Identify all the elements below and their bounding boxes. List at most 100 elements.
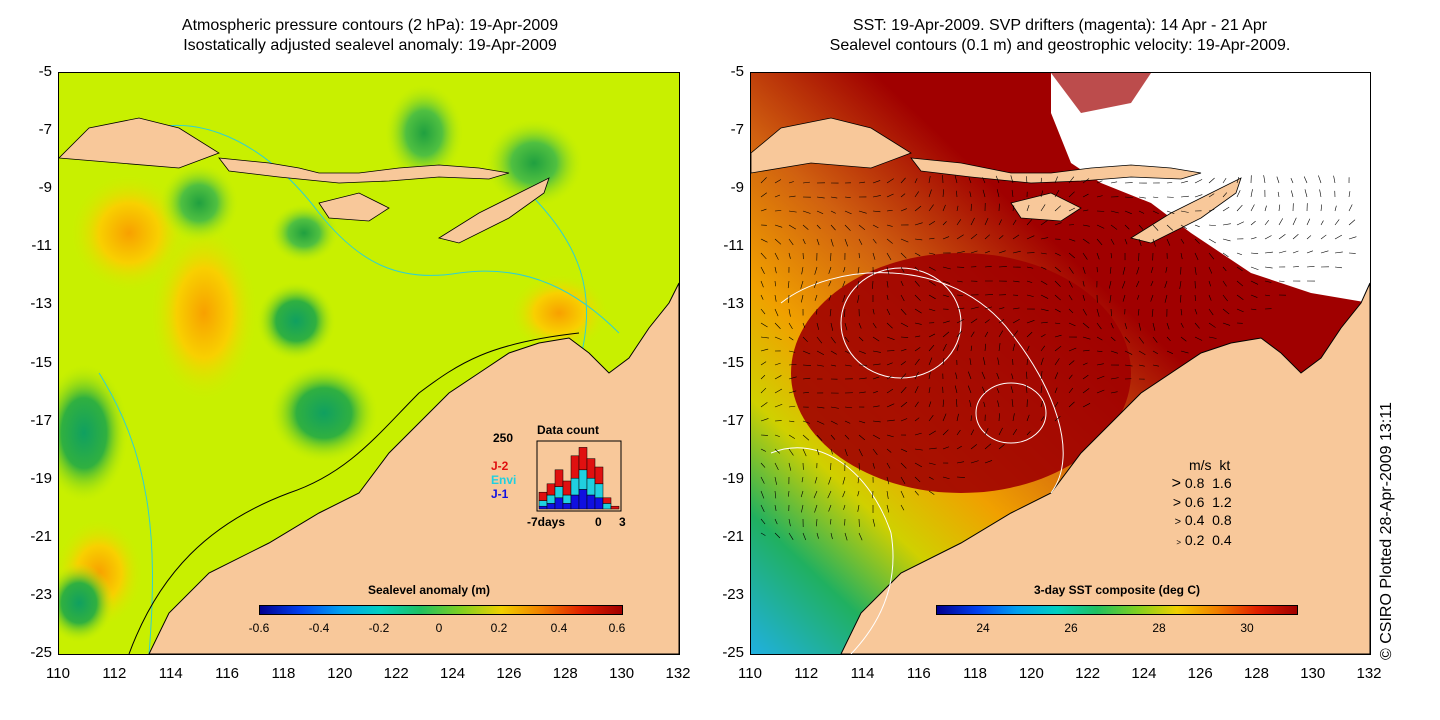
velocity-arrow xyxy=(928,266,936,271)
velocity-arrow xyxy=(1194,224,1200,228)
velocity-arrow xyxy=(1054,358,1060,366)
velocity-arrow xyxy=(1236,294,1244,300)
velocity-arrow xyxy=(814,476,818,484)
sla-high-anomaly xyxy=(509,273,609,353)
land-australia xyxy=(148,282,679,654)
velocity-arrow xyxy=(984,306,993,310)
velocity-arrow xyxy=(1054,401,1059,408)
velocity-arrow xyxy=(928,344,935,352)
lat-tick-label: -7 xyxy=(38,121,52,139)
lon-tick-label: 124 xyxy=(1131,665,1157,682)
velocity-arrow xyxy=(914,462,923,468)
velocity-arrow xyxy=(1082,349,1090,352)
lat-tick-label: -21 xyxy=(722,527,744,545)
velocity-arrow xyxy=(1164,280,1168,288)
velocity-arrow xyxy=(1040,416,1045,422)
lon-tick-label: 122 xyxy=(1075,665,1101,682)
velocity-arrow xyxy=(996,388,1000,394)
velocity-arrow xyxy=(1194,294,1197,301)
velocity-arrow xyxy=(802,350,811,355)
velocity-arrow xyxy=(858,181,866,184)
velocity-arrow xyxy=(1110,238,1115,245)
velocity-arrow xyxy=(998,266,1007,268)
sla-tick: -0.2 xyxy=(368,621,390,635)
velocity-arrow xyxy=(774,462,779,470)
velocity-arrow xyxy=(886,280,889,288)
velocity-arrow xyxy=(1124,350,1133,355)
velocity-arrow xyxy=(886,504,890,513)
velocity-arrow xyxy=(872,252,876,260)
velocity-arrow xyxy=(942,413,947,422)
velocity-arrow xyxy=(1054,322,1061,325)
velocity-arrow xyxy=(1277,191,1280,198)
velocity-arrow xyxy=(900,193,906,198)
velocity-arrow xyxy=(830,448,833,455)
velocity-arrow xyxy=(844,210,852,215)
velocity-arrow xyxy=(984,250,990,254)
velocity-arrow xyxy=(1166,336,1171,342)
velocity-arrow xyxy=(998,319,1005,324)
velocity-arrow xyxy=(914,490,919,496)
isobath-contour xyxy=(128,332,580,654)
velocity-arrow xyxy=(997,357,1000,366)
velocity-arrow xyxy=(969,191,972,198)
right-title-line2: Sealevel contours (0.1 m) and geostrophi… xyxy=(829,37,1291,54)
velocity-arrow xyxy=(1306,265,1315,268)
velocity-arrow xyxy=(802,210,811,214)
velocity-arrow xyxy=(1012,250,1021,254)
velocity-arrow xyxy=(900,238,909,243)
velocity-arrow xyxy=(801,476,804,483)
velocity-arrow xyxy=(1236,266,1243,272)
lon-tick-label: 122 xyxy=(383,665,409,682)
lat-tick-label: -7 xyxy=(730,121,744,139)
velocity-arrow xyxy=(774,403,783,408)
pressure-contour xyxy=(528,192,588,364)
velocity-arrow xyxy=(942,358,945,366)
lat-tick-label: -19 xyxy=(30,469,52,487)
data-count-bar-j1 xyxy=(554,497,564,510)
land-lesser-sunda xyxy=(910,157,1202,184)
velocity-arrow xyxy=(984,265,992,268)
velocity-arrow xyxy=(970,318,978,324)
velocity-arrow xyxy=(967,385,972,394)
velocity-arrow xyxy=(1276,176,1280,184)
velocity-arrow xyxy=(956,251,965,254)
lon-tick-label: 112 xyxy=(102,665,127,682)
velocity-arrow xyxy=(1054,415,1061,422)
velocity-arrow xyxy=(872,405,880,408)
velocity-arrow xyxy=(900,373,907,380)
velocity-arrow xyxy=(774,266,777,274)
velocity-arrow xyxy=(1180,252,1183,260)
velocity-arrow xyxy=(1012,280,1020,283)
lat-tick-label: -13 xyxy=(30,295,52,313)
lat-tick-label: -15 xyxy=(722,353,744,371)
velocity-arrow xyxy=(760,518,766,525)
velocity-arrow xyxy=(1012,413,1015,422)
lon-tick-label: 116 xyxy=(215,665,240,682)
velocity-arrow xyxy=(1348,219,1356,226)
velocity-arrow xyxy=(928,237,935,240)
velocity-arrow xyxy=(1180,195,1189,198)
velocity-arrow xyxy=(1026,331,1033,338)
velocity-arrow xyxy=(1026,414,1030,422)
velocity-arrow xyxy=(970,415,972,422)
velocity-arrow xyxy=(1180,308,1183,316)
velocity-arrow xyxy=(1319,189,1322,198)
velocity-arrow xyxy=(830,350,837,355)
velocity-arrow xyxy=(1040,190,1044,198)
velocity-arrow xyxy=(1110,350,1118,354)
velocity-arrow xyxy=(1304,189,1308,198)
velocity-arrow xyxy=(928,189,932,198)
velocity-arrow xyxy=(970,203,972,212)
velocity-arrow xyxy=(982,386,986,394)
cloud-mask xyxy=(1051,73,1370,303)
velocity-arrow xyxy=(1138,238,1142,247)
velocity-arrow xyxy=(844,406,853,409)
velocity-arrow xyxy=(1110,181,1118,184)
velocity-arrow xyxy=(886,419,895,422)
velocity-arrow xyxy=(886,434,894,438)
velocity-arrow xyxy=(872,322,877,329)
data-count-bar-j1 xyxy=(594,497,604,510)
velocity-arrow xyxy=(760,490,765,499)
velocity-arrow xyxy=(1208,336,1217,339)
